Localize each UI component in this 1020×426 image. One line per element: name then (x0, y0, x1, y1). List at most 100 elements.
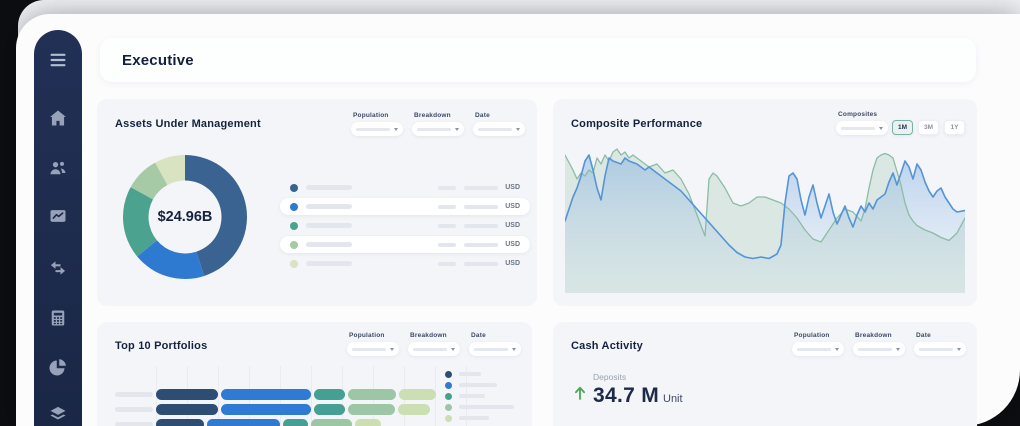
currency-label: USD (505, 222, 520, 229)
green-series-line (565, 148, 965, 243)
legend-dot (290, 221, 298, 230)
caret-down-icon (835, 347, 839, 351)
date-select[interactable] (469, 342, 521, 356)
bar-segment-4 (348, 389, 396, 400)
arrow-up-icon (574, 386, 586, 400)
composites-select[interactable] (836, 121, 888, 135)
select-placeholder (417, 127, 451, 131)
bar-segment-5 (399, 389, 436, 400)
bar-segment-4 (311, 419, 352, 426)
card-title: Cash Activity (571, 340, 643, 352)
caret-down-icon (516, 127, 520, 131)
date-select[interactable] (473, 122, 525, 136)
donut-segment-4 (130, 162, 168, 200)
legend-label-placeholder (459, 394, 485, 398)
portfolios-legend-row (445, 392, 485, 400)
legend-label-placeholder (306, 242, 352, 247)
date-select[interactable] (914, 342, 966, 356)
select-placeholder (919, 347, 953, 351)
select-placeholder (478, 127, 512, 131)
select-placeholder (858, 347, 892, 351)
value-placeholder-large (464, 223, 499, 228)
layers-icon[interactable] (48, 404, 68, 424)
filter-label: Date (916, 332, 931, 339)
pie-chart-icon[interactable] (48, 357, 68, 377)
donut-segment-3 (123, 187, 157, 257)
bar-segment-3 (314, 389, 345, 400)
breakdown-select[interactable] (412, 122, 464, 136)
hamburger-menu-icon[interactable] (48, 50, 68, 70)
aum-legend-row[interactable]: USD (280, 255, 530, 272)
aum-legend-row[interactable]: USD (280, 236, 530, 253)
bar-segment-2 (221, 389, 311, 400)
legend-dot (290, 259, 298, 268)
card-title: Composite Performance (571, 118, 703, 130)
aum-legend-row[interactable]: USD (280, 217, 530, 234)
currency-label: USD (505, 260, 520, 267)
portfolio-bar-row (97, 389, 532, 400)
bar-segment-1 (156, 419, 204, 426)
population-select[interactable] (351, 122, 403, 136)
home-icon[interactable] (48, 108, 68, 128)
calculator-icon[interactable] (48, 308, 68, 328)
legend-label-placeholder (459, 416, 489, 420)
portfolio-bar-row (97, 404, 532, 415)
card-composite-performance: Composite Performance Composites 1M 3M 1Y (553, 99, 977, 306)
aum-legend-row[interactable]: USD (280, 198, 530, 215)
filter-label: Breakdown (855, 332, 892, 339)
population-select[interactable] (792, 342, 844, 356)
range-3m-button[interactable]: 3M (918, 120, 939, 135)
population-filter: Population (351, 112, 403, 136)
legend-dot (290, 240, 298, 249)
portfolio-chart-icon[interactable] (48, 206, 68, 226)
value-placeholder-small (438, 185, 457, 190)
blue-series-line (565, 154, 965, 260)
legend-dot (445, 370, 452, 378)
value-placeholder-small (438, 242, 457, 247)
population-select[interactable] (347, 342, 399, 356)
row-label-placeholder (115, 422, 153, 426)
select-placeholder (356, 127, 390, 131)
blue-series-area (565, 155, 965, 293)
breakdown-select[interactable] (853, 342, 905, 356)
legend-dot (290, 202, 298, 211)
portfolio-bar-row (97, 419, 532, 426)
composite-controls: Composites 1M 3M 1Y (836, 111, 965, 135)
row-label-placeholder (115, 392, 153, 397)
users-icon[interactable] (48, 158, 68, 178)
select-placeholder (474, 347, 508, 351)
currency-label: USD (505, 241, 520, 248)
filter-label: Date (471, 332, 486, 339)
aum-filters: Population Breakdown Date (351, 112, 525, 136)
portfolios-filters: Population Breakdown Date (347, 332, 521, 356)
breakdown-filter: Breakdown (853, 332, 905, 356)
breakdown-select[interactable] (408, 342, 460, 356)
deposits-unit: Unit (663, 393, 683, 405)
legend-dot (445, 392, 452, 400)
value-placeholder-small (438, 261, 457, 266)
filter-label: Breakdown (410, 332, 447, 339)
value-placeholder-small (438, 204, 457, 209)
transfers-icon[interactable] (48, 258, 68, 278)
bar-segment-5 (355, 419, 381, 426)
caret-down-icon (896, 347, 900, 351)
value-placeholder-large (464, 261, 499, 266)
caret-down-icon (512, 347, 516, 351)
page-header: Executive (100, 38, 976, 82)
legend-label-placeholder (306, 223, 352, 228)
portfolios-legend-row (445, 403, 514, 411)
legend-dot (445, 381, 452, 389)
caret-down-icon (879, 126, 883, 130)
filter-label: Population (349, 332, 385, 339)
range-1m-button[interactable]: 1M (892, 120, 913, 135)
card-cash-activity: Cash Activity Population Breakdown Date De… (553, 322, 977, 426)
legend-label-placeholder (459, 372, 481, 376)
range-1y-button[interactable]: 1Y (944, 120, 965, 135)
donut-segment-2 (137, 240, 205, 279)
legend-label-placeholder (306, 204, 352, 209)
bar-segment-2 (207, 419, 280, 426)
caret-down-icon (390, 347, 394, 351)
filter-label: Population (794, 332, 830, 339)
aum-legend-row[interactable]: USD (280, 179, 530, 196)
legend-label-placeholder (459, 383, 497, 387)
